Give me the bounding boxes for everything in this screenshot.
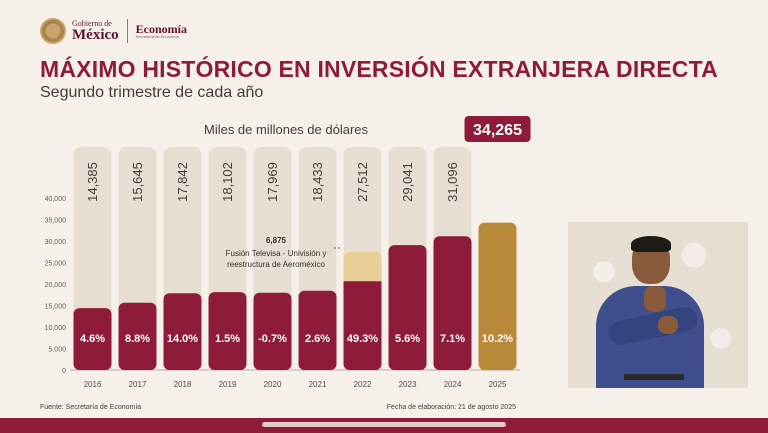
interpreter-hand — [644, 286, 666, 312]
growth-label: 2.6% — [305, 333, 330, 345]
y-tick-label: 5,000 — [48, 347, 66, 354]
growth-label: 4.6% — [80, 333, 105, 345]
highlight-value-label: 34,265 — [473, 122, 522, 139]
bar-value-label: 15,645 — [130, 162, 145, 202]
x-tick-label: 2018 — [174, 380, 192, 389]
bottom-bar — [0, 418, 768, 433]
gov-small-text: Gobierno de — [72, 18, 112, 28]
header: Gobierno de México Economía Secretaría d… — [40, 16, 187, 46]
x-tick-label: 2019 — [219, 380, 237, 389]
growth-label: 8.8% — [125, 333, 150, 345]
bar-value-label: 27,512 — [355, 162, 370, 202]
bar — [388, 245, 427, 370]
growth-label: -0.7% — [258, 333, 287, 345]
y-tick-label: 40,000 — [45, 196, 67, 203]
footer-date: Fecha de elaboración: 21 de agosto 2025 — [387, 404, 516, 411]
bar — [433, 236, 472, 370]
interpreter-hand-2 — [658, 316, 678, 334]
bar-value-label: 18,433 — [310, 162, 325, 202]
scroll-handle[interactable] — [262, 422, 506, 427]
y-tick-label: 20,000 — [45, 282, 67, 289]
bar-seam — [343, 281, 382, 290]
y-tick-label: 25,000 — [45, 261, 67, 268]
annotation-value: 6,875 — [266, 236, 287, 245]
page-title: MÁXIMO HISTÓRICO EN INVERSIÓN EXTRANJERA… — [40, 56, 718, 82]
bar — [208, 292, 247, 370]
bar-extra-segment — [343, 251, 382, 288]
x-tick-label: 2024 — [444, 380, 462, 389]
x-tick-label: 2023 — [399, 380, 417, 389]
bar-value-label: 14,385 — [85, 162, 100, 202]
interpreter-belt — [624, 374, 684, 380]
bar-value-label: 18,102 — [220, 162, 235, 202]
x-tick-label: 2016 — [84, 380, 102, 389]
x-tick-label: 2021 — [309, 380, 327, 389]
growth-label: 14.0% — [167, 333, 198, 345]
bar-value-label: 17,969 — [265, 162, 280, 202]
annotation-note-line: Fusión Televisa - Univisión y — [226, 249, 327, 258]
x-tick-label: 2020 — [264, 380, 282, 389]
annotation-note: Fusión Televisa - Univisión y reestructur… — [226, 249, 327, 269]
growth-label: 5.6% — [395, 333, 420, 345]
interpreter-hair — [631, 236, 671, 252]
bar — [478, 222, 517, 370]
chart-title: Miles de millones de dólares — [204, 122, 369, 137]
gobierno-logo: Gobierno de México — [72, 18, 119, 43]
y-tick-label: 0 — [62, 368, 66, 375]
y-tick-label: 15,000 — [45, 304, 67, 311]
page-subtitle: Segundo trimestre de cada año — [40, 84, 264, 101]
economia-logo: Economía Secretaría de Economía — [136, 23, 187, 39]
bar — [118, 302, 157, 370]
bar — [343, 281, 382, 370]
footer-source: Fuente: Secretaría de Economía — [40, 404, 141, 411]
y-tick-label: 10,000 — [45, 325, 67, 332]
bar — [163, 293, 202, 370]
bar — [253, 292, 292, 370]
growth-label: 1.5% — [215, 333, 240, 345]
bar-value-label: 31,096 — [445, 162, 460, 202]
dep-small-text: Secretaría de Economía — [135, 34, 179, 39]
dep-big-text: Economía — [135, 22, 187, 36]
header-divider — [126, 19, 128, 43]
fdi-bar-chart: Miles de millones de dólares 0 5,000 10,000… — [40, 116, 531, 411]
sign-language-interpreter — [568, 222, 748, 388]
bar — [298, 290, 337, 370]
y-tick-label: 35,000 — [45, 218, 67, 225]
annotation-note-line: reestructura de Aeroméxico — [227, 260, 325, 269]
bar-value-label: 17,842 — [175, 162, 190, 202]
gov-big-text: México — [72, 26, 119, 43]
y-tick-label: 30,000 — [45, 239, 67, 246]
mexico-seal-icon — [40, 18, 66, 44]
x-tick-label: 2022 — [354, 380, 372, 389]
x-tick-label: 2025 — [489, 380, 507, 389]
growth-label: 49.3% — [347, 333, 378, 345]
growth-label: 7.1% — [440, 333, 465, 345]
bar-value-label: 29,041 — [400, 162, 415, 202]
bar — [73, 308, 112, 370]
highlight-callout — [464, 116, 531, 142]
growth-label: 10.2% — [482, 333, 513, 345]
x-tick-label: 2017 — [129, 380, 147, 389]
